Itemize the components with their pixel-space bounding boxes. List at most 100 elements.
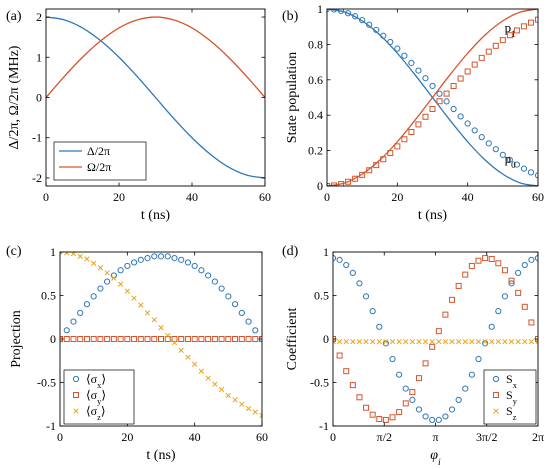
data-point [422, 75, 429, 82]
data-point [124, 262, 131, 270]
data-point [97, 336, 104, 342]
data-point [528, 319, 535, 326]
series-line-2 [46, 16, 265, 98]
legend-swatch [493, 392, 499, 398]
data-point [70, 336, 77, 342]
data-point [422, 113, 429, 120]
data-point [394, 45, 401, 52]
y-tick-label: 0 [317, 179, 323, 193]
data-point [205, 375, 211, 381]
data-point [336, 256, 343, 263]
data-point [527, 19, 534, 26]
data-point [495, 338, 501, 345]
legend-box [53, 141, 147, 181]
data-point [415, 67, 422, 74]
panel-label: (d) [282, 244, 299, 259]
plot-area [333, 254, 538, 424]
legend-label: Sz [506, 404, 517, 422]
data-point [455, 282, 462, 289]
data-point [151, 253, 158, 260]
data-point [436, 90, 443, 97]
data-point [415, 121, 422, 128]
chart-panel-3: (c) 0 20 40 60 -1 -0.5 0 0.5 1 t (ns) Projection ⟨σx… [6, 244, 268, 463]
data-point [373, 162, 380, 169]
data-point [352, 13, 359, 20]
data-point [225, 336, 232, 342]
panel-label: (a) [6, 9, 22, 24]
y-tick-label: 1 [317, 2, 323, 16]
data-point [401, 52, 408, 59]
data-point [495, 308, 502, 315]
data-point [492, 146, 499, 153]
y-axis-label: Projection [9, 310, 24, 368]
data-point [471, 127, 478, 134]
data-point [462, 385, 469, 392]
data-point [449, 338, 455, 345]
data-point [336, 352, 343, 359]
y-tick-label: 1 [50, 245, 56, 259]
y-tick-label: -2 [32, 171, 42, 185]
data-point [478, 134, 485, 141]
data-point [331, 182, 338, 186]
data-point [191, 262, 198, 270]
data-point [455, 338, 462, 345]
legend-label: ⟨σy⟩ [86, 388, 106, 406]
data-point [131, 336, 138, 342]
data-point [218, 285, 225, 292]
data-point [97, 285, 104, 292]
data-point [488, 255, 495, 262]
data-point [178, 256, 185, 263]
data-point [396, 409, 403, 416]
data-point [376, 416, 383, 423]
y-tick-label: 0 [50, 332, 56, 346]
data-point [110, 272, 117, 279]
data-point [239, 401, 245, 407]
data-point [478, 54, 485, 61]
data-point [91, 260, 97, 266]
x-axis-label: t (ns) [141, 208, 171, 223]
data-point [450, 82, 457, 89]
data-point [178, 347, 184, 353]
data-point [238, 336, 245, 342]
data-point [63, 336, 70, 342]
x-tick-label: 40 [462, 190, 474, 204]
data-point [442, 338, 449, 345]
x-tick-label: 0 [43, 190, 49, 204]
data-point [90, 293, 97, 300]
data-point [259, 412, 262, 419]
data-point [164, 336, 171, 342]
x-tick-label: 3π/2 [476, 430, 497, 444]
y-axis-label: Coefficient [285, 308, 300, 371]
data-point [402, 385, 409, 392]
legend-swatch [492, 375, 500, 383]
data-point [535, 16, 538, 23]
data-point [443, 98, 450, 105]
data-point [144, 336, 151, 342]
data-point [349, 382, 356, 389]
data-point [535, 338, 538, 345]
y-tick-label: 0.8 [308, 37, 323, 51]
data-point [409, 338, 416, 345]
data-point [151, 336, 158, 342]
data-point [389, 338, 396, 345]
data-point [513, 161, 521, 168]
data-point [144, 310, 151, 316]
data-point [157, 253, 165, 260]
legend-swatch [493, 408, 499, 414]
data-point [63, 327, 70, 334]
data-point [422, 413, 429, 420]
data-point [369, 411, 376, 418]
data-point [343, 338, 349, 345]
data-point [383, 338, 389, 345]
y-tick-label: 2 [36, 10, 42, 24]
data-point [387, 38, 394, 46]
data-point [117, 267, 124, 274]
data-point [403, 338, 409, 345]
data-point [501, 267, 508, 274]
x-tick-label: 2π [532, 430, 544, 444]
data-point [443, 90, 450, 97]
data-point [252, 336, 259, 342]
data-point [171, 336, 178, 342]
data-point [515, 338, 521, 345]
